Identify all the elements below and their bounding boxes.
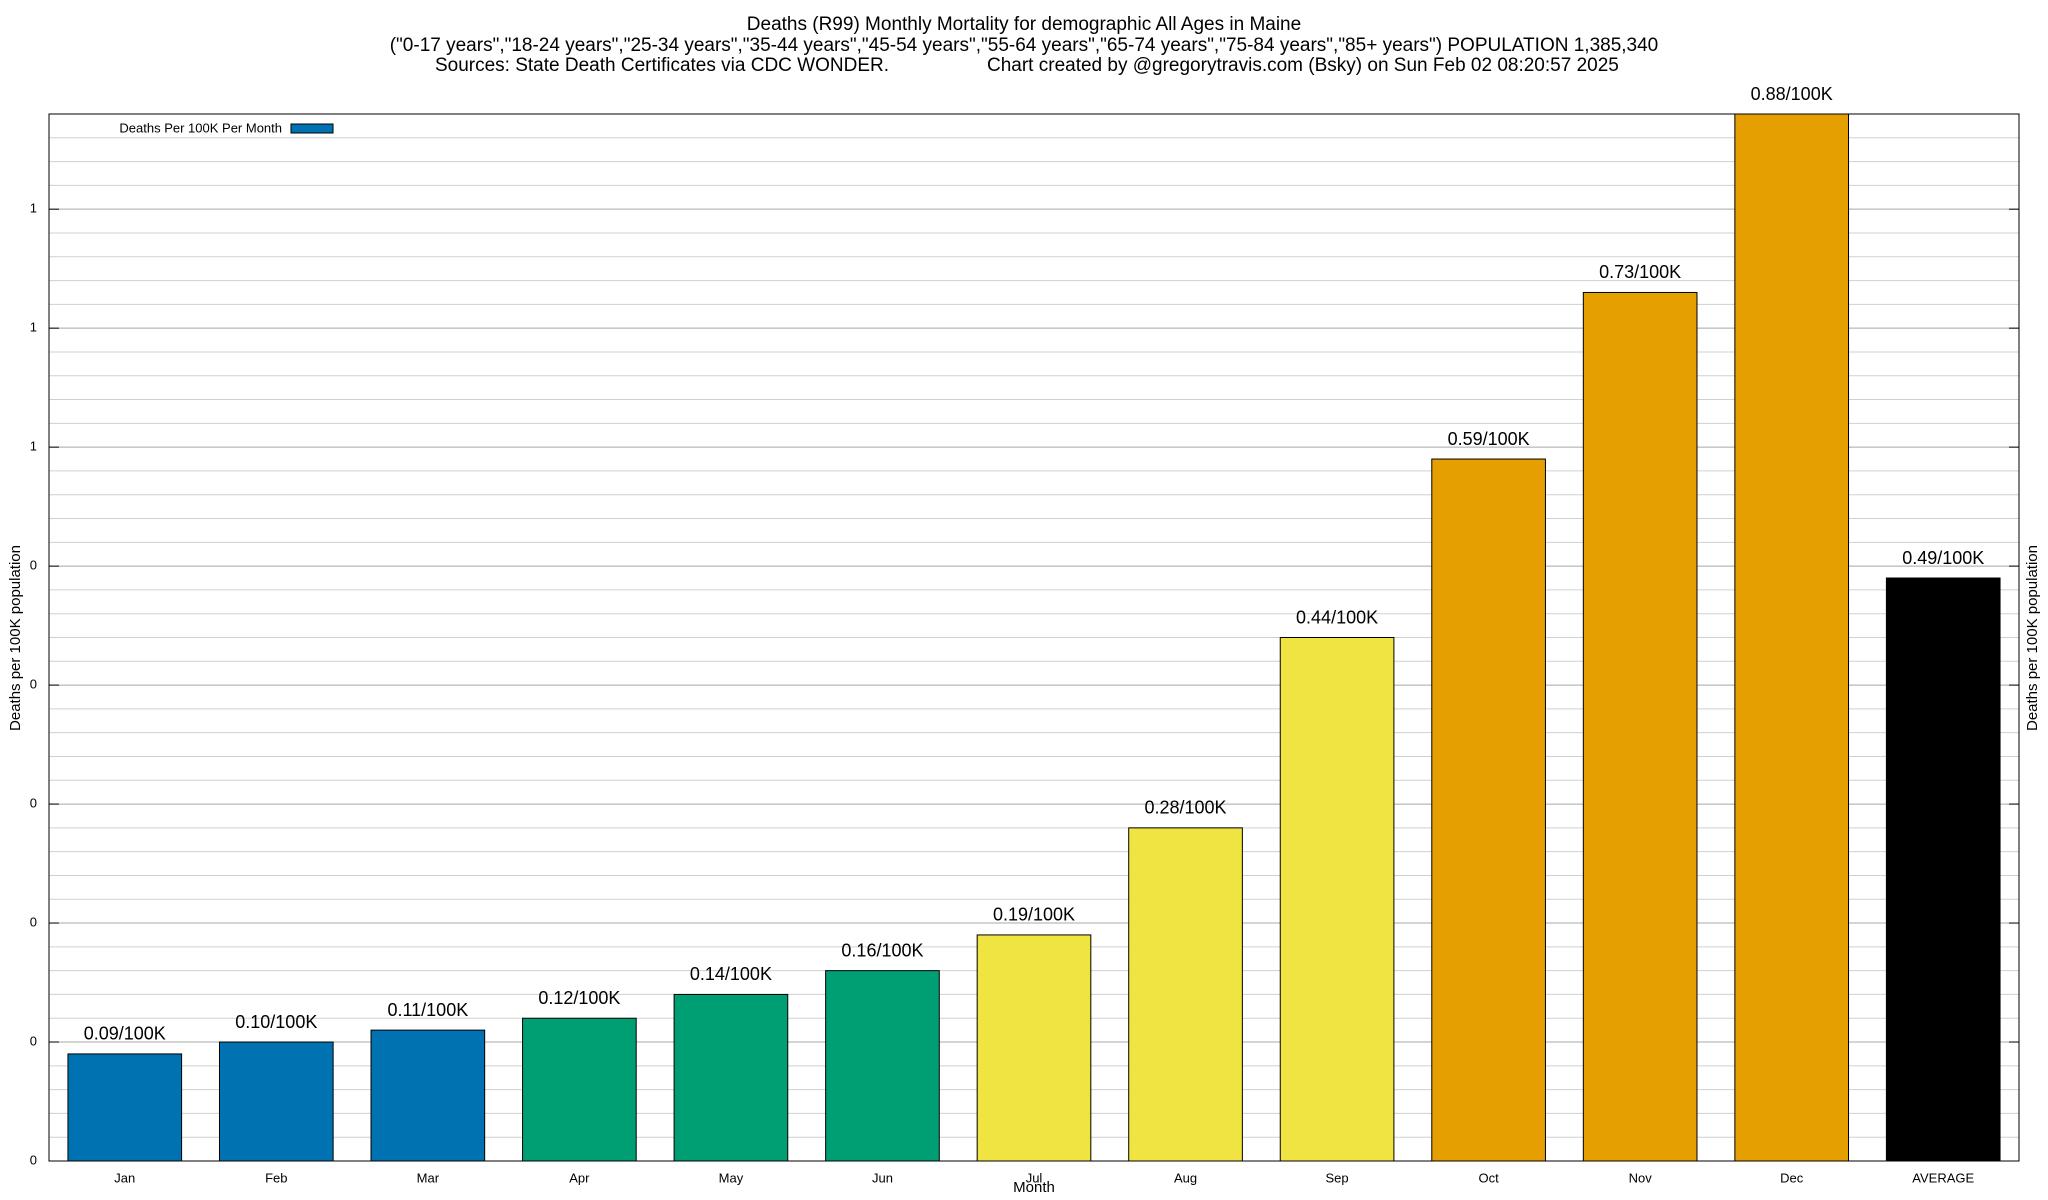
x-tick-label: Aug <box>1174 1170 1197 1185</box>
sources-note: Sources: State Death Certificates via CD… <box>435 55 889 76</box>
value-label: 0.88/100K <box>1751 84 1833 104</box>
bar <box>1734 113 1850 1162</box>
bar <box>673 993 789 1162</box>
x-tick-label: Jun <box>872 1170 893 1185</box>
bar <box>1582 291 1698 1162</box>
bar <box>218 1041 334 1162</box>
x-axis-label: Month <box>1013 1179 1055 1196</box>
y-tick-label: 0 <box>30 796 37 811</box>
y-axis-label: Deaths per 100K population <box>7 545 24 731</box>
bar <box>522 1017 637 1162</box>
credit-note: Chart created by @gregorytravis.com (Bsk… <box>987 55 1619 76</box>
value-label: 0.73/100K <box>1599 262 1681 282</box>
legend-swatch <box>290 123 334 134</box>
bar <box>370 1029 486 1162</box>
value-label: 0.16/100K <box>841 940 923 960</box>
value-label: 0.28/100K <box>1144 798 1226 818</box>
x-tick-label: AVERAGE <box>1912 1170 1974 1185</box>
bar <box>825 970 940 1162</box>
bar <box>1128 827 1243 1162</box>
bar <box>976 934 1092 1162</box>
y-tick-label: 0 <box>30 1033 37 1048</box>
y-tick-label: 0 <box>30 558 37 573</box>
value-label: 0.14/100K <box>690 964 772 984</box>
x-tick-label: May <box>719 1170 744 1185</box>
chart-subtitle: ("0-17 years","18-24 years","25-34 years… <box>390 35 1659 56</box>
value-label: 0.12/100K <box>538 988 620 1008</box>
y-tick-label: 1 <box>30 439 37 454</box>
x-tick-label: Nov <box>1629 1170 1653 1185</box>
value-label: 0.10/100K <box>235 1012 317 1032</box>
y-tick-label: 1 <box>30 320 37 335</box>
chart-title: Deaths (R99) Monthly Mortality for demog… <box>747 14 1301 35</box>
x-tick-label: Dec <box>1780 1170 1804 1185</box>
x-tick-label: Apr <box>569 1170 590 1185</box>
value-label: 0.19/100K <box>993 905 1075 925</box>
value-label: 0.59/100K <box>1448 429 1530 449</box>
bar <box>67 1053 183 1162</box>
y-tick-label: 0 <box>30 914 37 929</box>
y2-axis-label: Deaths per 100K population <box>2024 545 2041 731</box>
y-tick-label: 1 <box>30 201 37 216</box>
legend-label: Deaths Per 100K Per Month <box>119 120 282 135</box>
bar <box>1885 577 2001 1162</box>
x-tick-label: Mar <box>417 1170 440 1185</box>
x-tick-label: Feb <box>265 1170 287 1185</box>
y-tick-label: 0 <box>30 677 37 692</box>
bar <box>1431 458 1546 1162</box>
x-tick-label: Sep <box>1326 1170 1349 1185</box>
x-tick-label: Jan <box>114 1170 135 1185</box>
value-label: 0.11/100K <box>387 1000 468 1020</box>
value-label: 0.44/100K <box>1296 607 1378 627</box>
value-label: 0.09/100K <box>84 1024 166 1044</box>
x-tick-label: Jul <box>1026 1170 1043 1185</box>
x-tick-label: Oct <box>1478 1170 1499 1185</box>
y-tick-label: 0 <box>30 1152 37 1167</box>
value-label: 0.49/100K <box>1902 548 1984 568</box>
bar <box>1279 637 1395 1162</box>
